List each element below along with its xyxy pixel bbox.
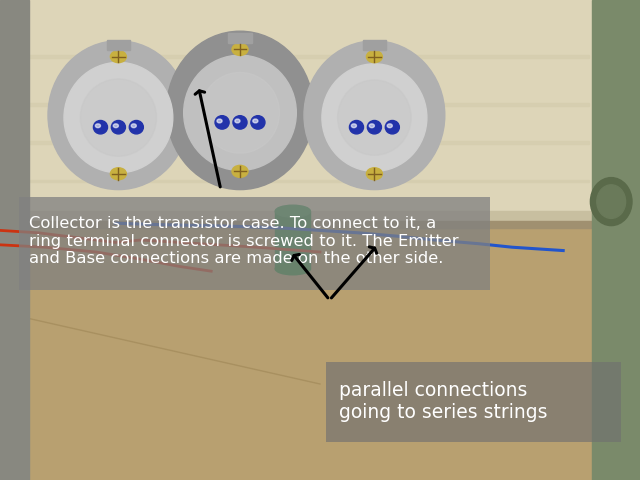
Text: parallel connections
going to series strings: parallel connections going to series str… xyxy=(339,382,548,422)
Bar xyxy=(0,0,640,221)
Bar xyxy=(0,0,29,480)
Ellipse shape xyxy=(387,124,392,128)
Bar xyxy=(592,0,640,480)
Ellipse shape xyxy=(110,168,127,180)
Bar xyxy=(26,55,589,58)
Ellipse shape xyxy=(322,64,427,171)
Ellipse shape xyxy=(366,51,383,62)
Bar xyxy=(0,218,640,480)
Ellipse shape xyxy=(184,55,296,170)
Ellipse shape xyxy=(369,124,374,128)
Ellipse shape xyxy=(349,120,364,134)
Ellipse shape xyxy=(251,116,265,129)
Ellipse shape xyxy=(81,79,157,156)
Ellipse shape xyxy=(275,263,310,275)
Bar xyxy=(26,180,589,182)
Ellipse shape xyxy=(253,119,258,123)
Ellipse shape xyxy=(131,124,136,128)
Ellipse shape xyxy=(110,51,127,62)
FancyBboxPatch shape xyxy=(326,362,621,442)
Ellipse shape xyxy=(338,80,411,155)
Bar xyxy=(26,141,589,144)
Ellipse shape xyxy=(111,120,125,134)
Ellipse shape xyxy=(351,124,356,128)
FancyBboxPatch shape xyxy=(19,197,490,290)
Ellipse shape xyxy=(93,120,108,134)
Bar xyxy=(107,40,130,50)
Ellipse shape xyxy=(217,119,222,123)
Ellipse shape xyxy=(166,31,314,190)
Ellipse shape xyxy=(64,62,173,173)
Bar xyxy=(275,211,310,269)
Ellipse shape xyxy=(129,120,143,134)
Ellipse shape xyxy=(113,124,118,128)
Bar xyxy=(26,103,589,106)
Ellipse shape xyxy=(596,185,625,218)
Bar xyxy=(0,221,595,228)
Ellipse shape xyxy=(215,116,229,129)
Ellipse shape xyxy=(232,44,248,56)
Ellipse shape xyxy=(590,178,632,226)
Ellipse shape xyxy=(95,124,100,128)
Ellipse shape xyxy=(235,119,240,123)
Ellipse shape xyxy=(385,120,399,134)
Ellipse shape xyxy=(367,120,381,134)
Ellipse shape xyxy=(48,41,189,190)
Ellipse shape xyxy=(304,41,445,190)
Ellipse shape xyxy=(233,116,247,129)
Bar xyxy=(228,33,252,43)
Bar xyxy=(0,211,595,223)
Ellipse shape xyxy=(275,205,310,217)
Bar xyxy=(363,40,386,50)
Text: Collector is the transistor case. To connect to it, a
ring terminal connector is: Collector is the transistor case. To con… xyxy=(29,216,458,266)
Ellipse shape xyxy=(200,72,280,153)
Ellipse shape xyxy=(366,168,383,180)
Ellipse shape xyxy=(232,165,248,178)
